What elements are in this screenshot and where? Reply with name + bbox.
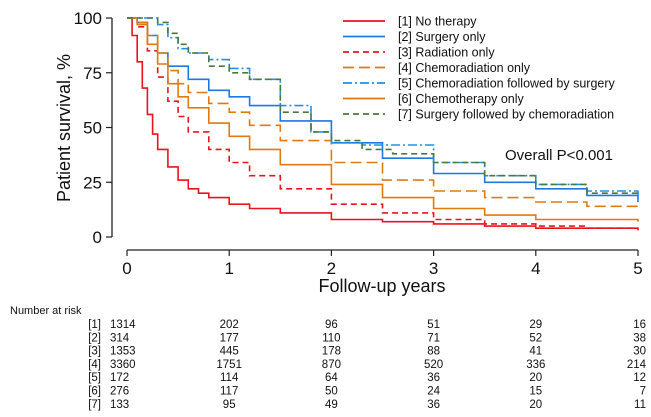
risk-cell: 178 xyxy=(322,346,341,358)
y-tick-label: 100 xyxy=(74,9,102,28)
risk-cell: 114 xyxy=(220,372,239,384)
legend: [1] No therapy[2] Surgery only [3] Radiat… xyxy=(343,15,616,122)
y-tick-label: 75 xyxy=(83,64,102,83)
risk-cell: 52 xyxy=(529,332,542,344)
x-tick-label: 5 xyxy=(633,259,642,278)
risk-cell: 20 xyxy=(529,372,542,384)
risk-cell: 20 xyxy=(529,399,542,411)
risk-cell: 117 xyxy=(220,386,238,398)
series-line-1 xyxy=(127,17,639,231)
y-axis-title: Patient survival, % xyxy=(54,54,74,202)
risk-cell: 1353 xyxy=(110,346,136,358)
risk-cell: 336 xyxy=(526,359,545,371)
risk-cell: 133 xyxy=(110,399,129,411)
p-value-annotation: Overall P<0.001 xyxy=(505,147,613,164)
risk-cell: 172 xyxy=(110,372,129,384)
risk-cell: 49 xyxy=(325,399,338,411)
risk-cell: 95 xyxy=(223,399,236,411)
risk-cell: 96 xyxy=(325,319,338,331)
risk-row-label: [5] xyxy=(88,372,101,384)
y-tick-label: 50 xyxy=(83,119,102,138)
risk-row-label: [4] xyxy=(88,359,101,371)
legend-label-1: [1] No therapy xyxy=(398,15,477,29)
x-axis-title: Follow-up years xyxy=(318,276,445,296)
risk-cell: 36 xyxy=(427,372,440,384)
risk-cell: 64 xyxy=(325,372,338,384)
legend-label-3: [3] Radiation only xyxy=(398,46,495,60)
risk-cell: 71 xyxy=(427,332,440,344)
legend-label-4: [4] Chemoradiation only xyxy=(398,61,531,75)
risk-cell: 520 xyxy=(424,359,443,371)
risk-cell: 202 xyxy=(220,319,239,331)
series-line-4 xyxy=(127,17,639,211)
risk-cell: 30 xyxy=(633,346,646,358)
risk-row-label: [2] xyxy=(88,332,101,344)
series-line-6 xyxy=(127,17,639,222)
risk-cell: 51 xyxy=(427,319,440,331)
risk-cell: 1314 xyxy=(110,319,136,331)
risk-cell: 12 xyxy=(633,372,646,384)
x-tick-label: 1 xyxy=(224,259,233,278)
risk-cell: 24 xyxy=(427,386,440,398)
risk-row-label: [3] xyxy=(88,346,101,358)
risk-cell: 110 xyxy=(322,332,340,344)
number-at-risk-table: Number at risk [1] 1314 202 96 51 29 16 [2] 314 1… xyxy=(10,305,647,411)
axes: 0 25 50 75 100 0 1 2 3 4 5 xyxy=(74,9,643,278)
legend-label-5: [5] Chemoradiation followed by surgery xyxy=(398,77,616,91)
x-tick-label: 0 xyxy=(122,259,131,278)
series-lines xyxy=(127,17,639,231)
risk-cell: 3360 xyxy=(110,359,136,371)
risk-cell: 870 xyxy=(322,359,341,371)
risk-cell: 7 xyxy=(640,386,646,398)
risk-table-title: Number at risk xyxy=(10,305,82,317)
risk-cell: 88 xyxy=(427,346,440,358)
risk-cell: 36 xyxy=(427,399,440,411)
risk-cell: 314 xyxy=(110,332,130,344)
x-tick-label: 2 xyxy=(327,259,336,278)
x-tick-label: 3 xyxy=(429,259,438,278)
series-line-3 xyxy=(127,17,638,229)
risk-row-label: [1] xyxy=(88,319,101,331)
risk-cell: 11 xyxy=(634,399,646,411)
risk-cell: 445 xyxy=(220,346,239,358)
legend-label-7: [7] Surgery followed by chemoradiation xyxy=(398,108,614,122)
risk-cell: 41 xyxy=(529,346,542,358)
risk-cell: 214 xyxy=(627,359,647,371)
risk-row-label: [6] xyxy=(88,386,101,398)
risk-cell: 16 xyxy=(633,319,646,331)
risk-cell: 50 xyxy=(325,386,338,398)
risk-cell: 15 xyxy=(529,386,542,398)
risk-cell: 29 xyxy=(529,319,542,331)
legend-label-2: [2] Surgery only xyxy=(398,30,486,44)
risk-cell: 177 xyxy=(220,332,239,344)
legend-label-6: [6] Chemotherapy only xyxy=(398,92,525,106)
x-tick-label: 4 xyxy=(531,259,540,278)
y-tick-label: 25 xyxy=(83,173,102,192)
series-line-7 xyxy=(127,17,639,196)
risk-cell: 276 xyxy=(110,386,129,398)
risk-row-label: [7] xyxy=(88,399,101,411)
risk-cell: 38 xyxy=(633,332,646,344)
risk-cell: 1751 xyxy=(216,359,242,371)
y-tick-label: 0 xyxy=(93,228,102,247)
